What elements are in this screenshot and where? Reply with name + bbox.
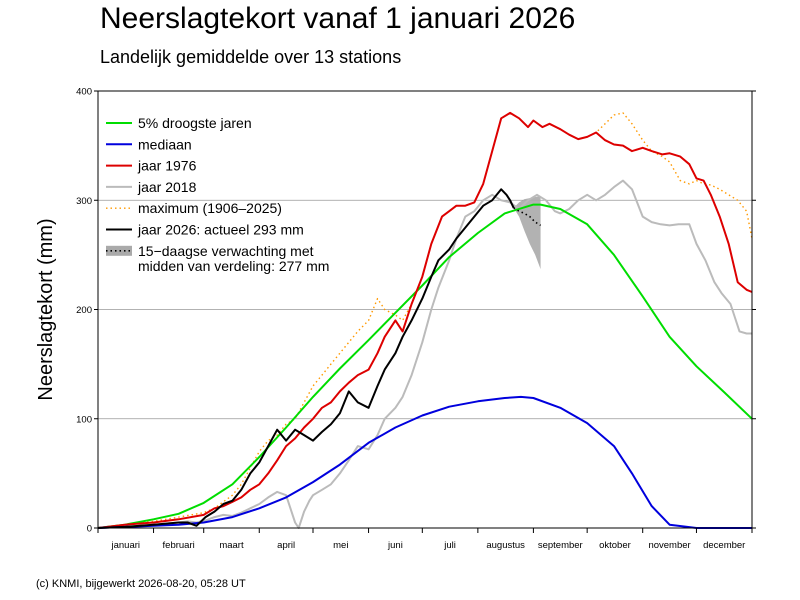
x-tick-label-oktober: oktober xyxy=(599,540,631,551)
legend-label-3: jaar 2018 xyxy=(137,179,197,195)
y-axis-label: Neerslagtekort (mm) xyxy=(35,218,57,400)
axes: 0 100 200 300 400 Neerslagtekort (mm) januari f… xyxy=(35,87,756,551)
chart-title: Neerslagtekort vanaf 1 januari 2026 xyxy=(100,2,576,35)
legend-label-1: mediaan xyxy=(138,136,192,152)
x-tick-label-september: september xyxy=(538,540,583,551)
x-tick-label-augustus: augustus xyxy=(486,540,525,551)
legend-label-6-line2: midden van verdeling: 277 mm xyxy=(138,258,329,274)
legend: 5% droogste jaren mediaan jaar 1976 jaar 20… xyxy=(106,115,329,274)
chart-subtitle: Landelijk gemiddelde over 13 stations xyxy=(100,47,402,67)
legend-label-2: jaar 1976 xyxy=(137,158,197,174)
x-tick-label-juli: juli xyxy=(443,540,456,551)
series-line-jaar-2026-actueel-293-mm xyxy=(97,188,515,529)
series-line-5-droogste-jaren xyxy=(97,203,753,529)
precipitation-deficit-chart: 0 100 200 300 400 Neerslagtekort (mm) januari f… xyxy=(35,87,756,551)
forecast-median-line xyxy=(513,207,542,227)
series-line-jaar-2018 xyxy=(97,179,752,529)
legend-label-0: 5% droogste jaren xyxy=(138,115,252,131)
legend-label-6: 15−daagse verwachting met xyxy=(138,243,314,259)
y-tick-label-400: 400 xyxy=(76,87,92,98)
y-tick-label-0: 0 xyxy=(87,524,92,535)
legend-label-4: maximum (1906–2025) xyxy=(138,200,282,216)
x-tick-label-maart: maart xyxy=(219,540,244,551)
y-tick-label-200: 200 xyxy=(76,305,92,316)
grid-lines xyxy=(98,199,752,420)
series-line-maximum-1906-2025- xyxy=(97,112,753,529)
series-lines xyxy=(97,111,753,529)
x-tick-label-februari: februari xyxy=(163,540,195,551)
x-tick-label-juni: juni xyxy=(387,540,403,551)
x-tick-label-januari: januari xyxy=(111,540,141,551)
x-tick-label-mei: mei xyxy=(333,540,348,551)
copyright-footer: (c) KNMI, bijgewerkt 2026-08-20, 05:28 U… xyxy=(36,578,246,590)
series-line-jaar-1976 xyxy=(97,111,753,529)
x-tick-label-november: november xyxy=(648,540,690,551)
legend-swatch-forecast xyxy=(106,245,132,256)
forecast-band xyxy=(513,195,541,270)
legend-label-5: jaar 2026: actueel 293 mm xyxy=(137,222,304,238)
y-tick-label-100: 100 xyxy=(76,414,92,425)
x-tick-label-april: april xyxy=(277,540,295,551)
y-tick-label-300: 300 xyxy=(76,196,92,207)
series-line-mediaan xyxy=(97,395,752,529)
x-tick-label-december: december xyxy=(703,540,745,551)
